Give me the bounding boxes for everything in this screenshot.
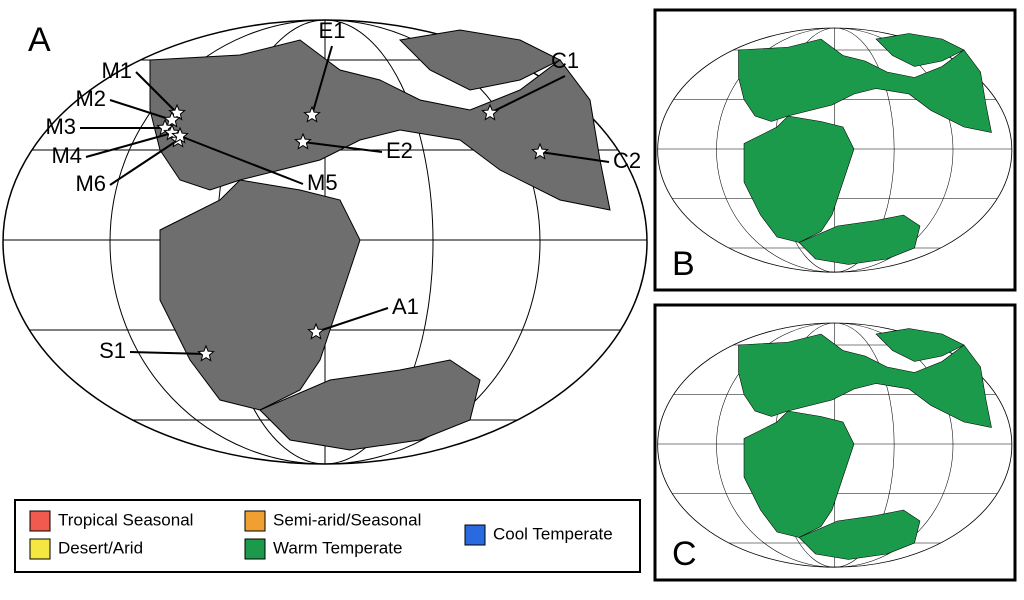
legend-box bbox=[14, 499, 641, 573]
site-label: S1 bbox=[99, 338, 126, 363]
leader-line bbox=[179, 135, 304, 185]
leader-line bbox=[539, 151, 610, 163]
leader-line bbox=[85, 132, 173, 158]
leader-line bbox=[315, 307, 389, 333]
legend-swatch bbox=[464, 524, 486, 546]
site-label: E1 bbox=[319, 18, 346, 43]
site-label: C1 bbox=[551, 48, 579, 73]
site-label: C2 bbox=[613, 148, 641, 173]
site-star bbox=[294, 132, 312, 150]
legend-label: Warm Temperate bbox=[273, 538, 402, 557]
leader-line bbox=[302, 141, 383, 153]
legend-label: Tropical Seasonal bbox=[58, 510, 193, 529]
legend-swatch bbox=[244, 538, 266, 560]
leader-line bbox=[489, 75, 566, 114]
legend-swatch bbox=[244, 510, 266, 532]
site-label: E2 bbox=[386, 138, 413, 163]
panel-c bbox=[653, 303, 1017, 582]
site-label: M6 bbox=[75, 171, 106, 196]
site-label: M3 bbox=[45, 114, 76, 139]
legend-label: Cool Temperate bbox=[493, 524, 613, 543]
site-star bbox=[171, 126, 189, 144]
legend-label: Desert/Arid bbox=[58, 538, 143, 557]
legend-swatch bbox=[29, 538, 51, 560]
site-star bbox=[303, 105, 321, 123]
leader-line bbox=[109, 99, 173, 121]
leader-line bbox=[311, 45, 333, 116]
site-label: M5 bbox=[307, 170, 338, 195]
site-star bbox=[163, 110, 181, 128]
site-star bbox=[481, 103, 499, 121]
leader-line bbox=[129, 351, 207, 355]
site-star bbox=[307, 322, 325, 340]
site-star bbox=[531, 142, 549, 160]
site-label: M4 bbox=[51, 143, 82, 168]
legend-swatch bbox=[29, 510, 51, 532]
site-label: M2 bbox=[75, 86, 106, 111]
legend-label: Semi-arid/Seasonal bbox=[273, 510, 421, 529]
leader-line bbox=[109, 139, 179, 186]
panel-label: B bbox=[672, 245, 695, 283]
panel-label: C bbox=[672, 535, 697, 573]
site-label: A1 bbox=[392, 294, 419, 319]
panel-label: A bbox=[28, 21, 51, 59]
panel-b bbox=[653, 8, 1017, 292]
site-star bbox=[197, 344, 215, 362]
site-label: M1 bbox=[101, 58, 132, 83]
leader-line bbox=[135, 71, 178, 114]
